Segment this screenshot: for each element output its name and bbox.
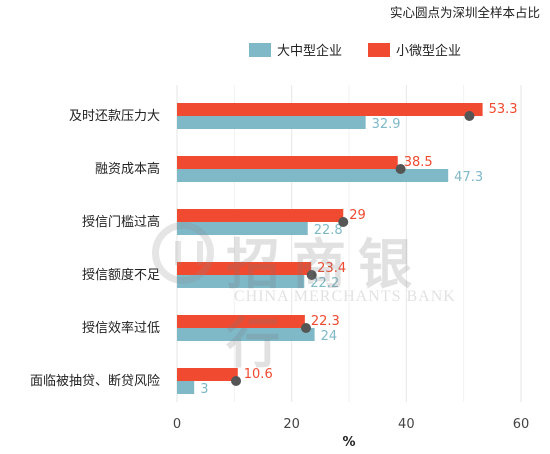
x-tick-label: 0 <box>173 417 181 432</box>
sample-dot <box>301 323 311 333</box>
sample-dot <box>306 270 317 280</box>
bar-large <box>177 381 195 394</box>
category-label: 面临被抽贷、断贷风险 <box>30 374 160 389</box>
data-label-small: 29 <box>349 208 366 223</box>
bar-small <box>177 315 305 328</box>
sample-dot <box>464 111 475 121</box>
data-label-small: 23.4 <box>317 261 346 276</box>
data-label-large: 3 <box>200 382 208 397</box>
chart-legend: 大中型企业 小微型企业 <box>249 40 487 59</box>
bar-small <box>177 209 344 222</box>
category-label: 授信门槛过高 <box>82 214 160 230</box>
bar-large <box>177 328 315 341</box>
legend-swatch-large <box>249 42 271 57</box>
bar-small <box>177 368 238 381</box>
data-label-small: 10.6 <box>244 367 273 382</box>
data-label-large: 22.8 <box>314 223 343 238</box>
category-label: 授信效率过低 <box>82 320 160 336</box>
data-label-small: 38.5 <box>404 155 433 170</box>
x-tick-label: 40 <box>398 417 415 432</box>
bar-large <box>177 275 305 288</box>
data-label-large: 32.9 <box>372 117 401 132</box>
bar-large <box>177 169 449 182</box>
bar-small <box>177 103 483 116</box>
sample-dot <box>338 217 349 227</box>
data-label-large: 22.2 <box>310 276 339 291</box>
legend-label-large: 大中型企业 <box>277 44 343 59</box>
category-label: 及时还款压力大 <box>69 109 160 124</box>
legend-item-large: 大中型企业 <box>249 40 342 59</box>
legend-label-small: 小微型企业 <box>396 44 462 59</box>
legend-item-small: 小微型企业 <box>368 40 461 59</box>
category-label: 授信额度不足 <box>82 267 160 283</box>
bar-large <box>177 116 366 129</box>
bar-large <box>177 222 308 235</box>
category-label: 融资成本高 <box>95 161 160 177</box>
x-axis-label: % <box>342 435 355 450</box>
data-label-large: 24 <box>321 329 338 344</box>
data-label-large: 47.3 <box>454 170 483 185</box>
x-tick-label: 60 <box>513 417 530 432</box>
bar-small <box>177 262 312 275</box>
sample-dot <box>395 164 406 174</box>
bar-small <box>177 156 398 169</box>
sample-dot <box>231 376 242 386</box>
data-label-small: 22.3 <box>311 314 340 329</box>
annotation-note: 实心圆点为深圳全样本占比 <box>389 5 540 20</box>
x-tick-label: 20 <box>283 417 300 432</box>
data-label-small: 53.3 <box>489 102 518 117</box>
legend-swatch-small <box>368 42 391 57</box>
